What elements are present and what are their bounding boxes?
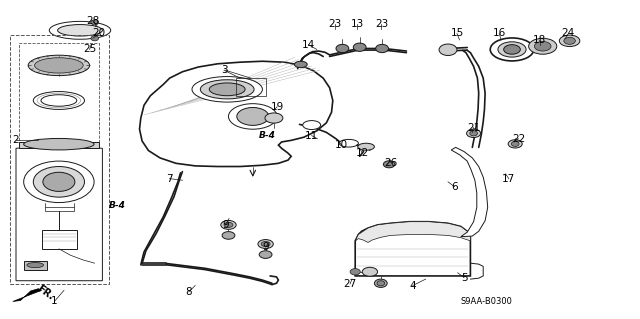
Ellipse shape [439,44,457,56]
Text: 17: 17 [502,174,515,184]
Ellipse shape [41,95,77,106]
Text: 22: 22 [512,134,525,144]
Ellipse shape [362,267,378,276]
Ellipse shape [221,220,236,229]
Text: 26: 26 [385,158,397,168]
Ellipse shape [91,20,99,25]
Ellipse shape [237,108,269,125]
Ellipse shape [224,222,233,227]
Bar [236,78,266,96]
Text: 23: 23 [375,19,388,29]
Ellipse shape [467,129,481,137]
Ellipse shape [508,140,522,148]
Text: 13: 13 [351,19,364,29]
Polygon shape [16,145,102,281]
Polygon shape [355,222,470,276]
Ellipse shape [258,240,273,249]
Ellipse shape [374,279,387,287]
Text: 2: 2 [13,135,19,145]
Ellipse shape [498,42,526,57]
Ellipse shape [353,43,366,51]
Text: 9: 9 [222,220,228,230]
Text: 3: 3 [221,65,227,75]
Ellipse shape [377,281,385,286]
Ellipse shape [490,38,534,61]
Ellipse shape [28,55,90,76]
Bar [42,230,77,249]
Ellipse shape [33,167,84,197]
Ellipse shape [564,37,575,44]
Text: 1: 1 [51,296,58,307]
Ellipse shape [27,263,44,268]
Ellipse shape [222,232,235,239]
Bar [10,35,109,284]
Text: 4: 4 [410,280,416,291]
Text: 14: 14 [302,40,315,50]
Ellipse shape [339,139,358,147]
Ellipse shape [383,161,395,168]
Text: 19: 19 [271,102,284,112]
Text: 10: 10 [335,140,348,150]
Text: 18: 18 [533,35,546,45]
Text: 7: 7 [166,174,173,184]
Ellipse shape [303,121,321,130]
Bar [19,43,99,142]
Ellipse shape [33,92,84,109]
Text: 8: 8 [186,287,192,297]
Text: 15: 15 [451,28,463,39]
Ellipse shape [376,44,388,53]
Text: B-4: B-4 [259,131,275,140]
Ellipse shape [24,138,94,150]
Ellipse shape [58,25,102,36]
Ellipse shape [24,161,94,203]
Polygon shape [355,222,470,242]
Ellipse shape [192,77,262,102]
Ellipse shape [265,113,283,123]
Text: B-4: B-4 [109,201,125,210]
Ellipse shape [350,269,360,275]
Text: 12: 12 [356,148,369,158]
Ellipse shape [504,45,520,54]
Polygon shape [451,147,488,237]
Text: 28: 28 [86,16,99,26]
Ellipse shape [336,44,349,53]
Ellipse shape [294,61,307,68]
Text: 20: 20 [93,28,106,39]
Ellipse shape [209,83,245,96]
Polygon shape [140,61,333,167]
Ellipse shape [228,104,277,129]
Bar [24,261,47,270]
Ellipse shape [49,21,111,39]
Ellipse shape [261,241,270,247]
Ellipse shape [35,58,83,73]
Ellipse shape [91,36,99,41]
Ellipse shape [529,38,557,54]
Polygon shape [19,142,99,148]
Text: 6: 6 [451,182,458,192]
Polygon shape [13,289,42,301]
Text: 9: 9 [262,242,269,252]
Ellipse shape [534,41,551,51]
Text: 21: 21 [467,122,480,133]
Ellipse shape [259,251,272,258]
Text: 24: 24 [562,28,575,39]
Ellipse shape [43,172,75,191]
Text: 25: 25 [83,44,96,55]
Text: 11: 11 [305,130,318,141]
Text: 23: 23 [328,19,341,29]
Ellipse shape [470,131,477,136]
Text: S9AA-B0300: S9AA-B0300 [460,297,513,306]
Text: FR.: FR. [35,284,56,302]
Text: 27: 27 [344,279,356,289]
Ellipse shape [511,141,519,146]
Text: 16: 16 [493,28,506,39]
Text: 5: 5 [461,272,467,283]
Ellipse shape [358,143,374,150]
Ellipse shape [559,35,580,47]
Ellipse shape [200,80,254,99]
